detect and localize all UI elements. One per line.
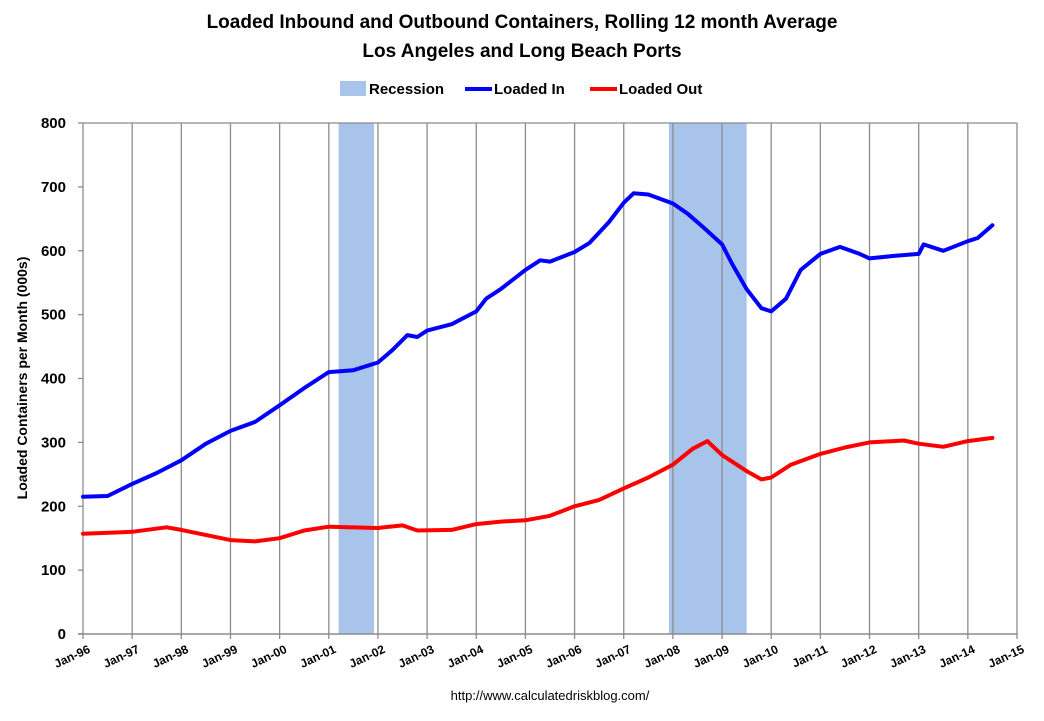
x-tick-label: Jan-10 xyxy=(740,642,781,671)
x-tick-label: Jan-05 xyxy=(494,642,535,671)
y-tick-label: 700 xyxy=(41,179,66,196)
x-tick-label: Jan-07 xyxy=(593,642,634,671)
chart-subtitle: Los Angeles and Long Beach Ports xyxy=(362,41,681,62)
gridlines xyxy=(78,122,1018,639)
x-tick-label: Jan-08 xyxy=(642,642,683,671)
source-url: http://www.calculatedriskblog.com/ xyxy=(451,688,650,703)
x-tick-label: Jan-98 xyxy=(150,642,191,671)
legend-swatch-recession xyxy=(340,81,366,96)
x-tick-label: Jan-12 xyxy=(838,642,879,671)
x-tick-label: Jan-99 xyxy=(199,642,240,671)
series-line-loaded-in xyxy=(81,191,995,499)
x-tick-label: Jan-01 xyxy=(298,642,339,671)
x-tick-label: Jan-02 xyxy=(347,642,388,671)
y-axis-label: Loaded Containers per Month (000s) xyxy=(14,257,30,500)
y-tick-label: 600 xyxy=(41,243,66,260)
x-tick-label: Jan-06 xyxy=(543,642,584,671)
y-tick-label: 200 xyxy=(41,498,66,515)
legend-label-recession: Recession xyxy=(369,81,444,98)
x-tick-label: Jan-97 xyxy=(101,642,142,671)
x-tick-label: Jan-15 xyxy=(986,642,1027,671)
chart-title: Loaded Inbound and Outbound Containers, … xyxy=(207,12,838,33)
x-tick-label: Jan-96 xyxy=(52,642,93,671)
y-tick-label: 800 xyxy=(41,115,66,132)
x-tick-label: Jan-14 xyxy=(937,642,978,671)
y-axis-ticks: 0 100 200 300 400 500 600 700 800 xyxy=(41,115,83,643)
y-tick-label: 400 xyxy=(41,371,66,388)
x-tick-label: Jan-11 xyxy=(790,642,830,671)
recession-bands xyxy=(338,123,747,634)
series-lines xyxy=(81,191,995,544)
y-tick-label: 500 xyxy=(41,307,66,324)
y-tick-label: 300 xyxy=(41,434,66,451)
x-tick-label: Jan-04 xyxy=(445,642,486,671)
recession-band-0 xyxy=(338,123,375,634)
legend: Recession Loaded In Loaded Out xyxy=(340,81,702,98)
x-tick-label: Jan-13 xyxy=(888,642,929,671)
x-axis-ticks: Jan-96 Jan-97 Jan-98 Jan-99 Jan-00 Jan-01 Jan-… xyxy=(52,642,1027,671)
y-tick-label: 100 xyxy=(41,562,66,579)
legend-label-loaded-out: Loaded Out xyxy=(619,81,702,98)
y-tick-label: 0 xyxy=(58,626,66,643)
series-line-loaded-out xyxy=(81,435,995,544)
x-tick-label: Jan-00 xyxy=(249,642,290,671)
x-tick-label: Jan-09 xyxy=(691,642,732,671)
x-tick-label: Jan-03 xyxy=(396,642,437,671)
recession-band-1 xyxy=(668,123,747,634)
legend-label-loaded-in: Loaded In xyxy=(494,81,565,98)
